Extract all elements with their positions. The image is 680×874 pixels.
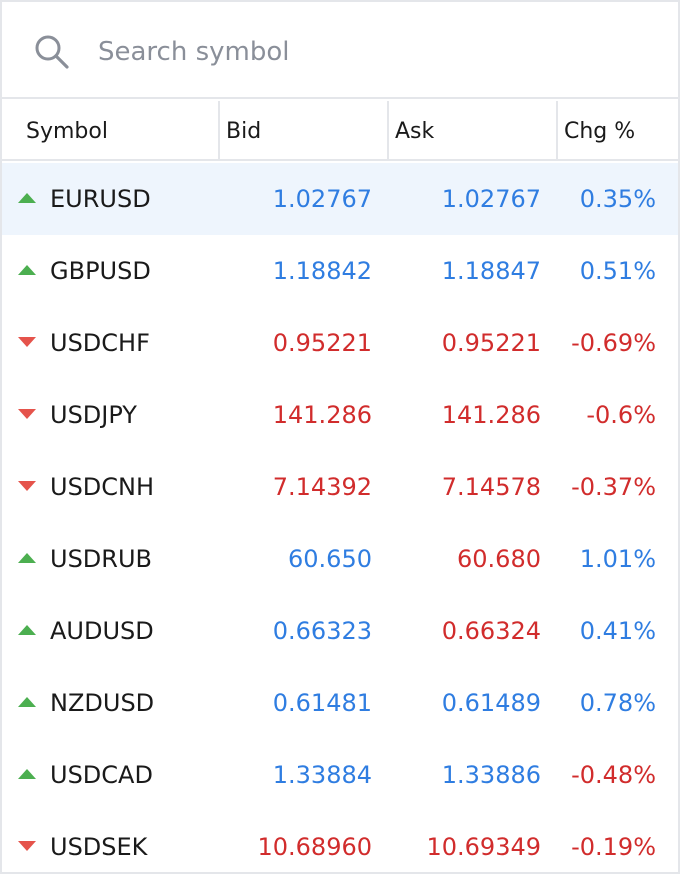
table-row[interactable]: EURUSD 1.02767 1.02767 0.35% [2, 163, 678, 235]
symbol-name: EURUSD [50, 185, 151, 213]
table-header: Symbol Bid Ask Chg % [2, 101, 678, 161]
bid-price: 10.68960 [257, 833, 372, 861]
bid-price: 1.33884 [272, 761, 372, 789]
symbol-list: EURUSD 1.02767 1.02767 0.35% GBPUSD 1.18842 1.… [2, 163, 678, 872]
change-percent: 0.51% [579, 257, 656, 285]
symbol-name: USDCAD [50, 761, 153, 789]
table-row[interactable]: NZDUSD 0.61481 0.61489 0.78% [2, 667, 678, 739]
triangle-up-icon [18, 553, 36, 563]
triangle-down-icon [18, 337, 36, 347]
symbol-name: GBPUSD [50, 257, 151, 285]
symbol-name: USDJPY [50, 401, 137, 429]
ask-price: 1.02767 [441, 185, 541, 213]
ask-price: 10.69349 [426, 833, 541, 861]
symbol-name: USDCNH [50, 473, 155, 501]
search-icon[interactable] [34, 34, 70, 70]
bid-price: 0.66323 [272, 617, 372, 645]
change-percent: -0.19% [571, 833, 656, 861]
symbol-name: NZDUSD [50, 689, 155, 717]
symbol-name: USDSEK [50, 833, 148, 861]
table-row[interactable]: USDSEK 10.68960 10.69349 -0.19% [2, 811, 678, 872]
change-percent: -0.37% [571, 473, 656, 501]
bid-price: 60.650 [288, 545, 372, 573]
triangle-down-icon [18, 481, 36, 491]
table-row[interactable]: USDCNH 7.14392 7.14578 -0.37% [2, 451, 678, 523]
bid-price: 141.286 [272, 401, 372, 429]
ask-price: 0.66324 [441, 617, 541, 645]
search-bar [2, 2, 678, 99]
triangle-up-icon [18, 625, 36, 635]
bid-price: 0.95221 [272, 329, 372, 357]
change-percent: 0.78% [579, 689, 656, 717]
triangle-up-icon [18, 769, 36, 779]
table-row[interactable]: AUDUSD 0.66323 0.66324 0.41% [2, 595, 678, 667]
table-row[interactable]: GBPUSD 1.18842 1.18847 0.51% [2, 235, 678, 307]
change-percent: 0.35% [579, 185, 656, 213]
search-input[interactable] [98, 28, 638, 76]
table-row[interactable]: USDCHF 0.95221 0.95221 -0.69% [2, 307, 678, 379]
ask-price: 1.18847 [441, 257, 541, 285]
bid-price: 1.18842 [272, 257, 372, 285]
column-header-symbol[interactable]: Symbol [26, 118, 108, 144]
ask-price: 0.95221 [441, 329, 541, 357]
column-divider[interactable] [556, 101, 558, 161]
table-row[interactable]: USDJPY 141.286 141.286 -0.6% [2, 379, 678, 451]
bid-price: 7.14392 [272, 473, 372, 501]
triangle-down-icon [18, 841, 36, 851]
column-header-ask[interactable]: Ask [395, 118, 435, 144]
symbol-name: USDRUB [50, 545, 152, 573]
column-header-bid[interactable]: Bid [226, 118, 262, 144]
ask-price: 141.286 [441, 401, 541, 429]
symbol-name: AUDUSD [50, 617, 154, 645]
change-percent: -0.6% [586, 401, 656, 429]
table-row[interactable]: USDRUB 60.650 60.680 1.01% [2, 523, 678, 595]
table-row[interactable]: USDCAD 1.33884 1.33886 -0.48% [2, 739, 678, 811]
bid-price: 1.02767 [272, 185, 372, 213]
ask-price: 7.14578 [441, 473, 541, 501]
change-percent: 0.41% [579, 617, 656, 645]
triangle-up-icon [18, 265, 36, 275]
change-percent: -0.48% [571, 761, 656, 789]
symbol-name: USDCHF [50, 329, 150, 357]
change-percent: 1.01% [579, 545, 656, 573]
column-header-chg[interactable]: Chg % [564, 118, 636, 144]
ask-price: 0.61489 [441, 689, 541, 717]
triangle-up-icon [18, 697, 36, 707]
bid-price: 0.61481 [272, 689, 372, 717]
column-divider[interactable] [387, 101, 389, 161]
ask-price: 1.33886 [441, 761, 541, 789]
change-percent: -0.69% [571, 329, 656, 357]
column-divider[interactable] [218, 101, 220, 161]
triangle-down-icon [18, 409, 36, 419]
ask-price: 60.680 [457, 545, 541, 573]
triangle-up-icon [18, 193, 36, 203]
